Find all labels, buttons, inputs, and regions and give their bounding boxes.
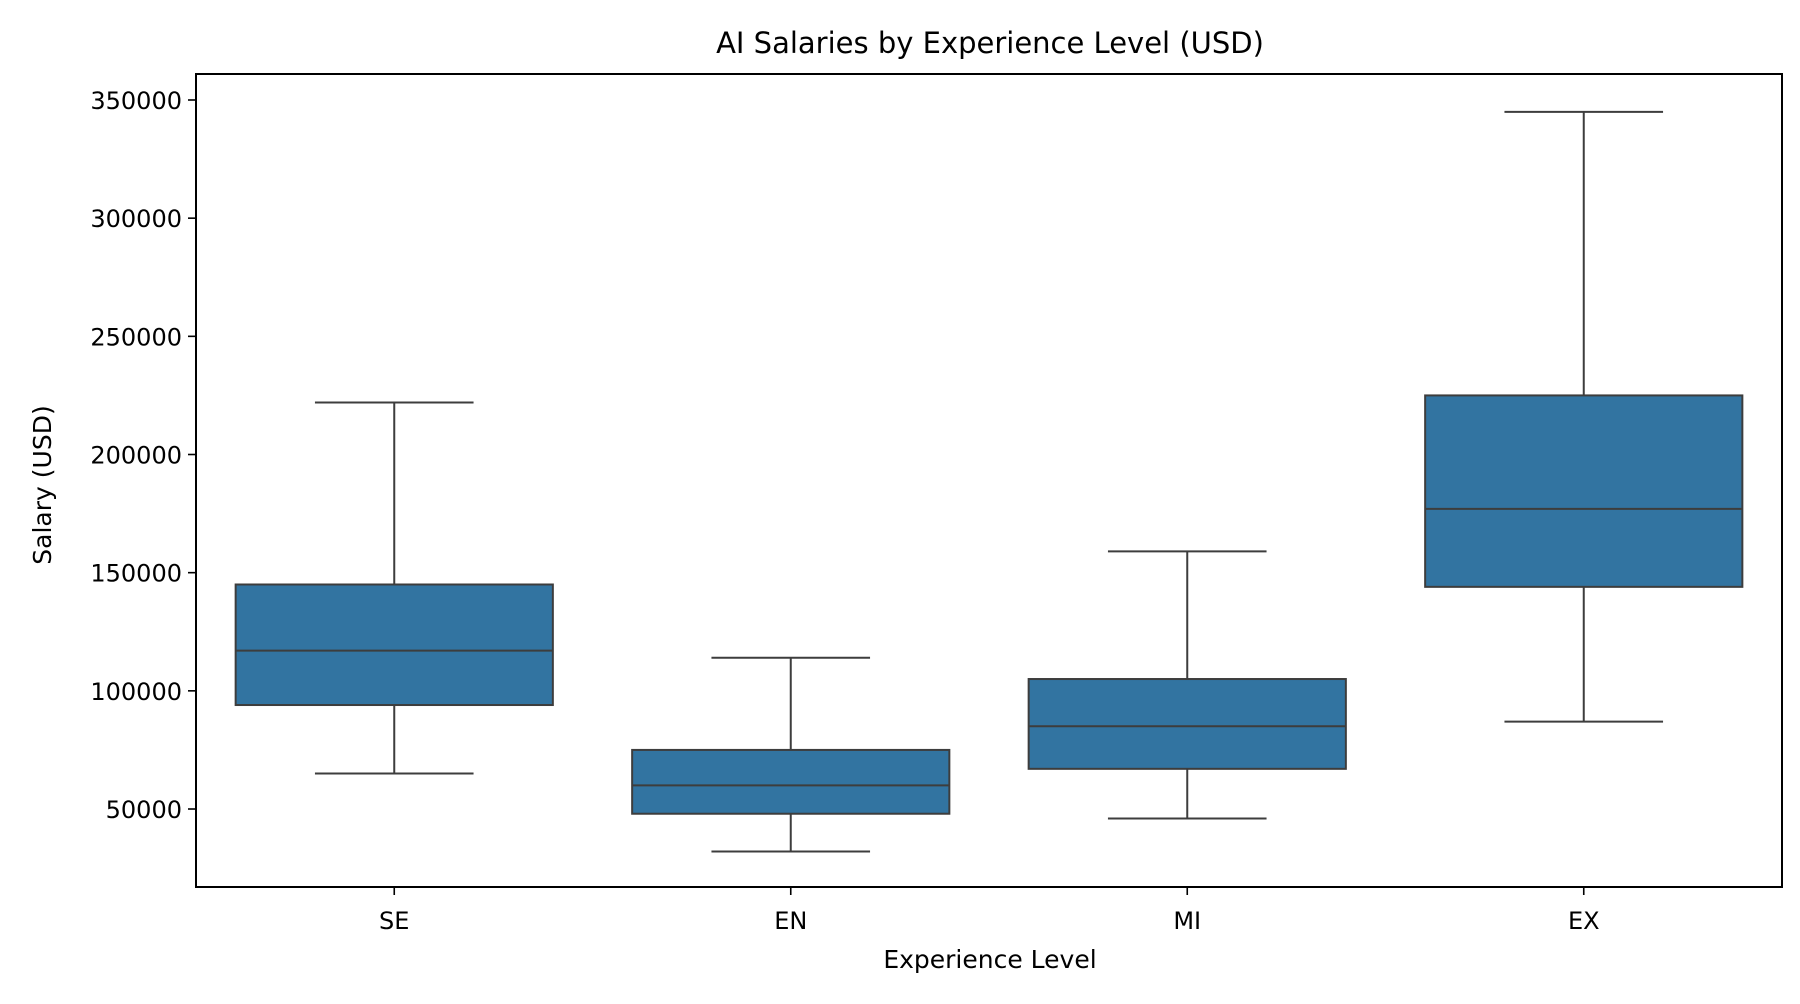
x-tick-label-MI: MI [1173,907,1201,935]
box-SE [234,583,554,707]
y-tick-label-250000: 250000 [90,323,182,351]
box-EX [1424,394,1744,588]
box-EN [631,748,951,815]
x-tick-label-EN: EN [774,907,807,935]
y-tick-label-300000: 300000 [90,205,182,233]
x-axis-label: Experience Level [883,945,1096,974]
box-MI [1027,678,1347,770]
y-tick-label-350000: 350000 [90,87,182,115]
y-tick-label-100000: 100000 [90,678,182,706]
x-tick-label-SE: SE [379,907,409,935]
plot-frame [195,73,1783,888]
box-group-MI [1027,550,1347,820]
y-tick-label-50000: 50000 [106,796,182,824]
plot-area: 50000 100000 150000 200000 250000 300000 35000… [90,87,1744,935]
y-axis-label: Salary (USD) [28,405,57,564]
box-group-EX [1424,110,1744,723]
box-group-SE [234,401,554,775]
x-tick-label-EX: EX [1568,907,1600,935]
chart-title: AI Salaries by Experience Level (USD) [716,26,1264,60]
y-tick-label-200000: 200000 [90,442,182,470]
box-group-EN [631,656,951,853]
y-tick-label-150000: 150000 [90,560,182,588]
